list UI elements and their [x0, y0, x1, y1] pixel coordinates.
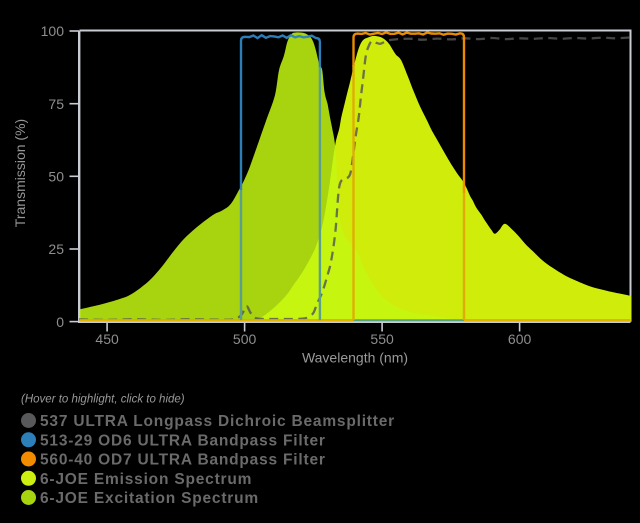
- svg-text:500: 500: [233, 331, 257, 347]
- svg-text:450: 450: [95, 331, 119, 347]
- svg-text:100: 100: [41, 23, 65, 39]
- svg-text:(Hover to highlight, click to: (Hover to highlight, click to hide): [21, 394, 185, 406]
- svg-text:50: 50: [48, 169, 64, 185]
- svg-text:25: 25: [48, 241, 64, 257]
- svg-text:6-JOE Emission Spectrum: 6-JOE Emission Spectrum: [40, 471, 252, 488]
- svg-text:537 ULTRA Longpass Dichroic Be: 537 ULTRA Longpass Dichroic Beamsplitter: [40, 413, 395, 430]
- svg-text:Wavelength (nm): Wavelength (nm): [302, 350, 408, 366]
- svg-text:600: 600: [508, 331, 532, 347]
- svg-text:550: 550: [370, 331, 394, 347]
- svg-text:513-29 OD6 ULTRA Bandpass Filt: 513-29 OD6 ULTRA Bandpass Filter: [40, 432, 326, 449]
- svg-text:6-JOE Excitation Spectrum: 6-JOE Excitation Spectrum: [40, 490, 259, 507]
- svg-text:Transmission (%): Transmission (%): [12, 119, 28, 227]
- svg-text:0: 0: [56, 314, 64, 330]
- svg-text:560-40 OD7 ULTRA Bandpass Filt: 560-40 OD7 ULTRA Bandpass Filter: [40, 452, 326, 469]
- svg-text:75: 75: [48, 96, 64, 112]
